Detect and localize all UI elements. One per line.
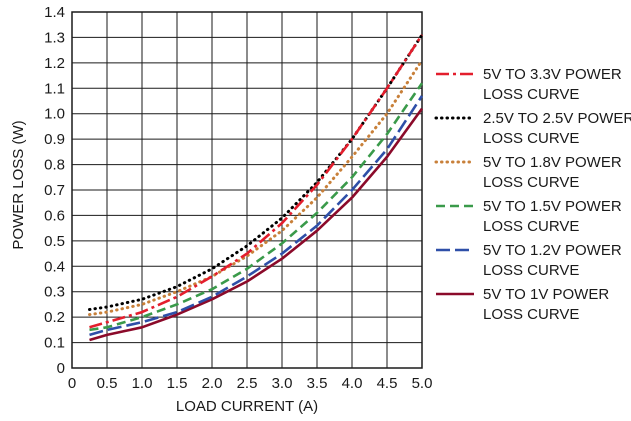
legend-label-1: LOSS CURVE [483, 86, 579, 103]
y-tick-label: 1.4 [44, 4, 65, 21]
series-line-1 [89, 34, 424, 329]
y-tick-label: 0.6 [44, 207, 65, 224]
x-tick-label: 5.0 [412, 375, 433, 392]
x-tick-label: 0.5 [97, 375, 118, 392]
y-tick-label: 0.8 [44, 157, 65, 174]
legend-label-5: 5V TO 1.2V POWER [483, 242, 622, 259]
x-tick-label: 4.0 [342, 375, 363, 392]
series-line-4 [89, 82, 424, 332]
grid-lines [71, 11, 423, 369]
legend-label-5: LOSS CURVE [483, 262, 579, 279]
y-tick-label: 0 [57, 360, 65, 377]
y-tick-label: 0.3 [44, 284, 65, 301]
series-line-6 [89, 107, 424, 342]
legend-label-3: 5V TO 1.8V POWER [483, 154, 622, 171]
x-tick-label: 4.5 [377, 375, 398, 392]
legend-label-4: 5V TO 1.5V POWER [483, 198, 622, 215]
y-tick-label: 1.3 [44, 29, 65, 46]
series-line-3 [88, 58, 424, 317]
legend-label-3: LOSS CURVE [483, 174, 579, 191]
y-tick-label: 0.5 [44, 233, 65, 250]
x-tick-label: 3.0 [272, 375, 293, 392]
x-tick-label: 1.0 [132, 375, 153, 392]
y-tick-label: 1.0 [44, 106, 65, 123]
x-tick-label: 0 [68, 375, 76, 392]
legend-label-6: LOSS CURVE [483, 306, 579, 323]
y-tick-label: 0.9 [44, 131, 65, 148]
x-tick-label: 2.0 [202, 375, 223, 392]
x-tick-label: 3.5 [307, 375, 328, 392]
y-tick-label: 0.2 [44, 309, 65, 326]
x-tick-labels: 0 0.5 1.0 1.5 2.0 2.5 3.0 3.5 4.0 4.5 5.0 [68, 375, 433, 392]
y-tick-label: 1.2 [44, 55, 65, 72]
legend-label-1: 5V TO 3.3V POWER [483, 66, 622, 83]
x-tick-label: 2.5 [237, 375, 258, 392]
y-tick-labels: 0 0.1 0.2 0.3 0.4 0.5 0.6 0.7 0.8 0.9 1.0 1.1 1.2 1.3… [44, 4, 65, 377]
legend-label-2: LOSS CURVE [483, 130, 579, 147]
series-line-5 [89, 95, 424, 337]
legend-label-4: LOSS CURVE [483, 218, 579, 235]
y-tick-label: 1.1 [44, 80, 65, 97]
y-axis-title: POWER LOSS (W) [10, 120, 27, 249]
legend-label-2: 2.5V TO 2.5V POWER [483, 110, 631, 127]
legend: 5V TO 3.3V POWER LOSS CURVE 2.5V TO 2.5V P… [434, 66, 631, 323]
y-tick-label: 0.7 [44, 182, 65, 199]
series-lines [88, 33, 424, 342]
series-line-2 [88, 33, 424, 311]
y-tick-label: 0.1 [44, 335, 65, 352]
legend-label-6: 5V TO 1V POWER [483, 286, 609, 303]
y-tick-label: 0.4 [44, 258, 65, 275]
x-tick-label: 1.5 [167, 375, 188, 392]
x-axis-title: LOAD CURRENT (A) [176, 398, 318, 415]
plot-frame [71, 11, 423, 369]
